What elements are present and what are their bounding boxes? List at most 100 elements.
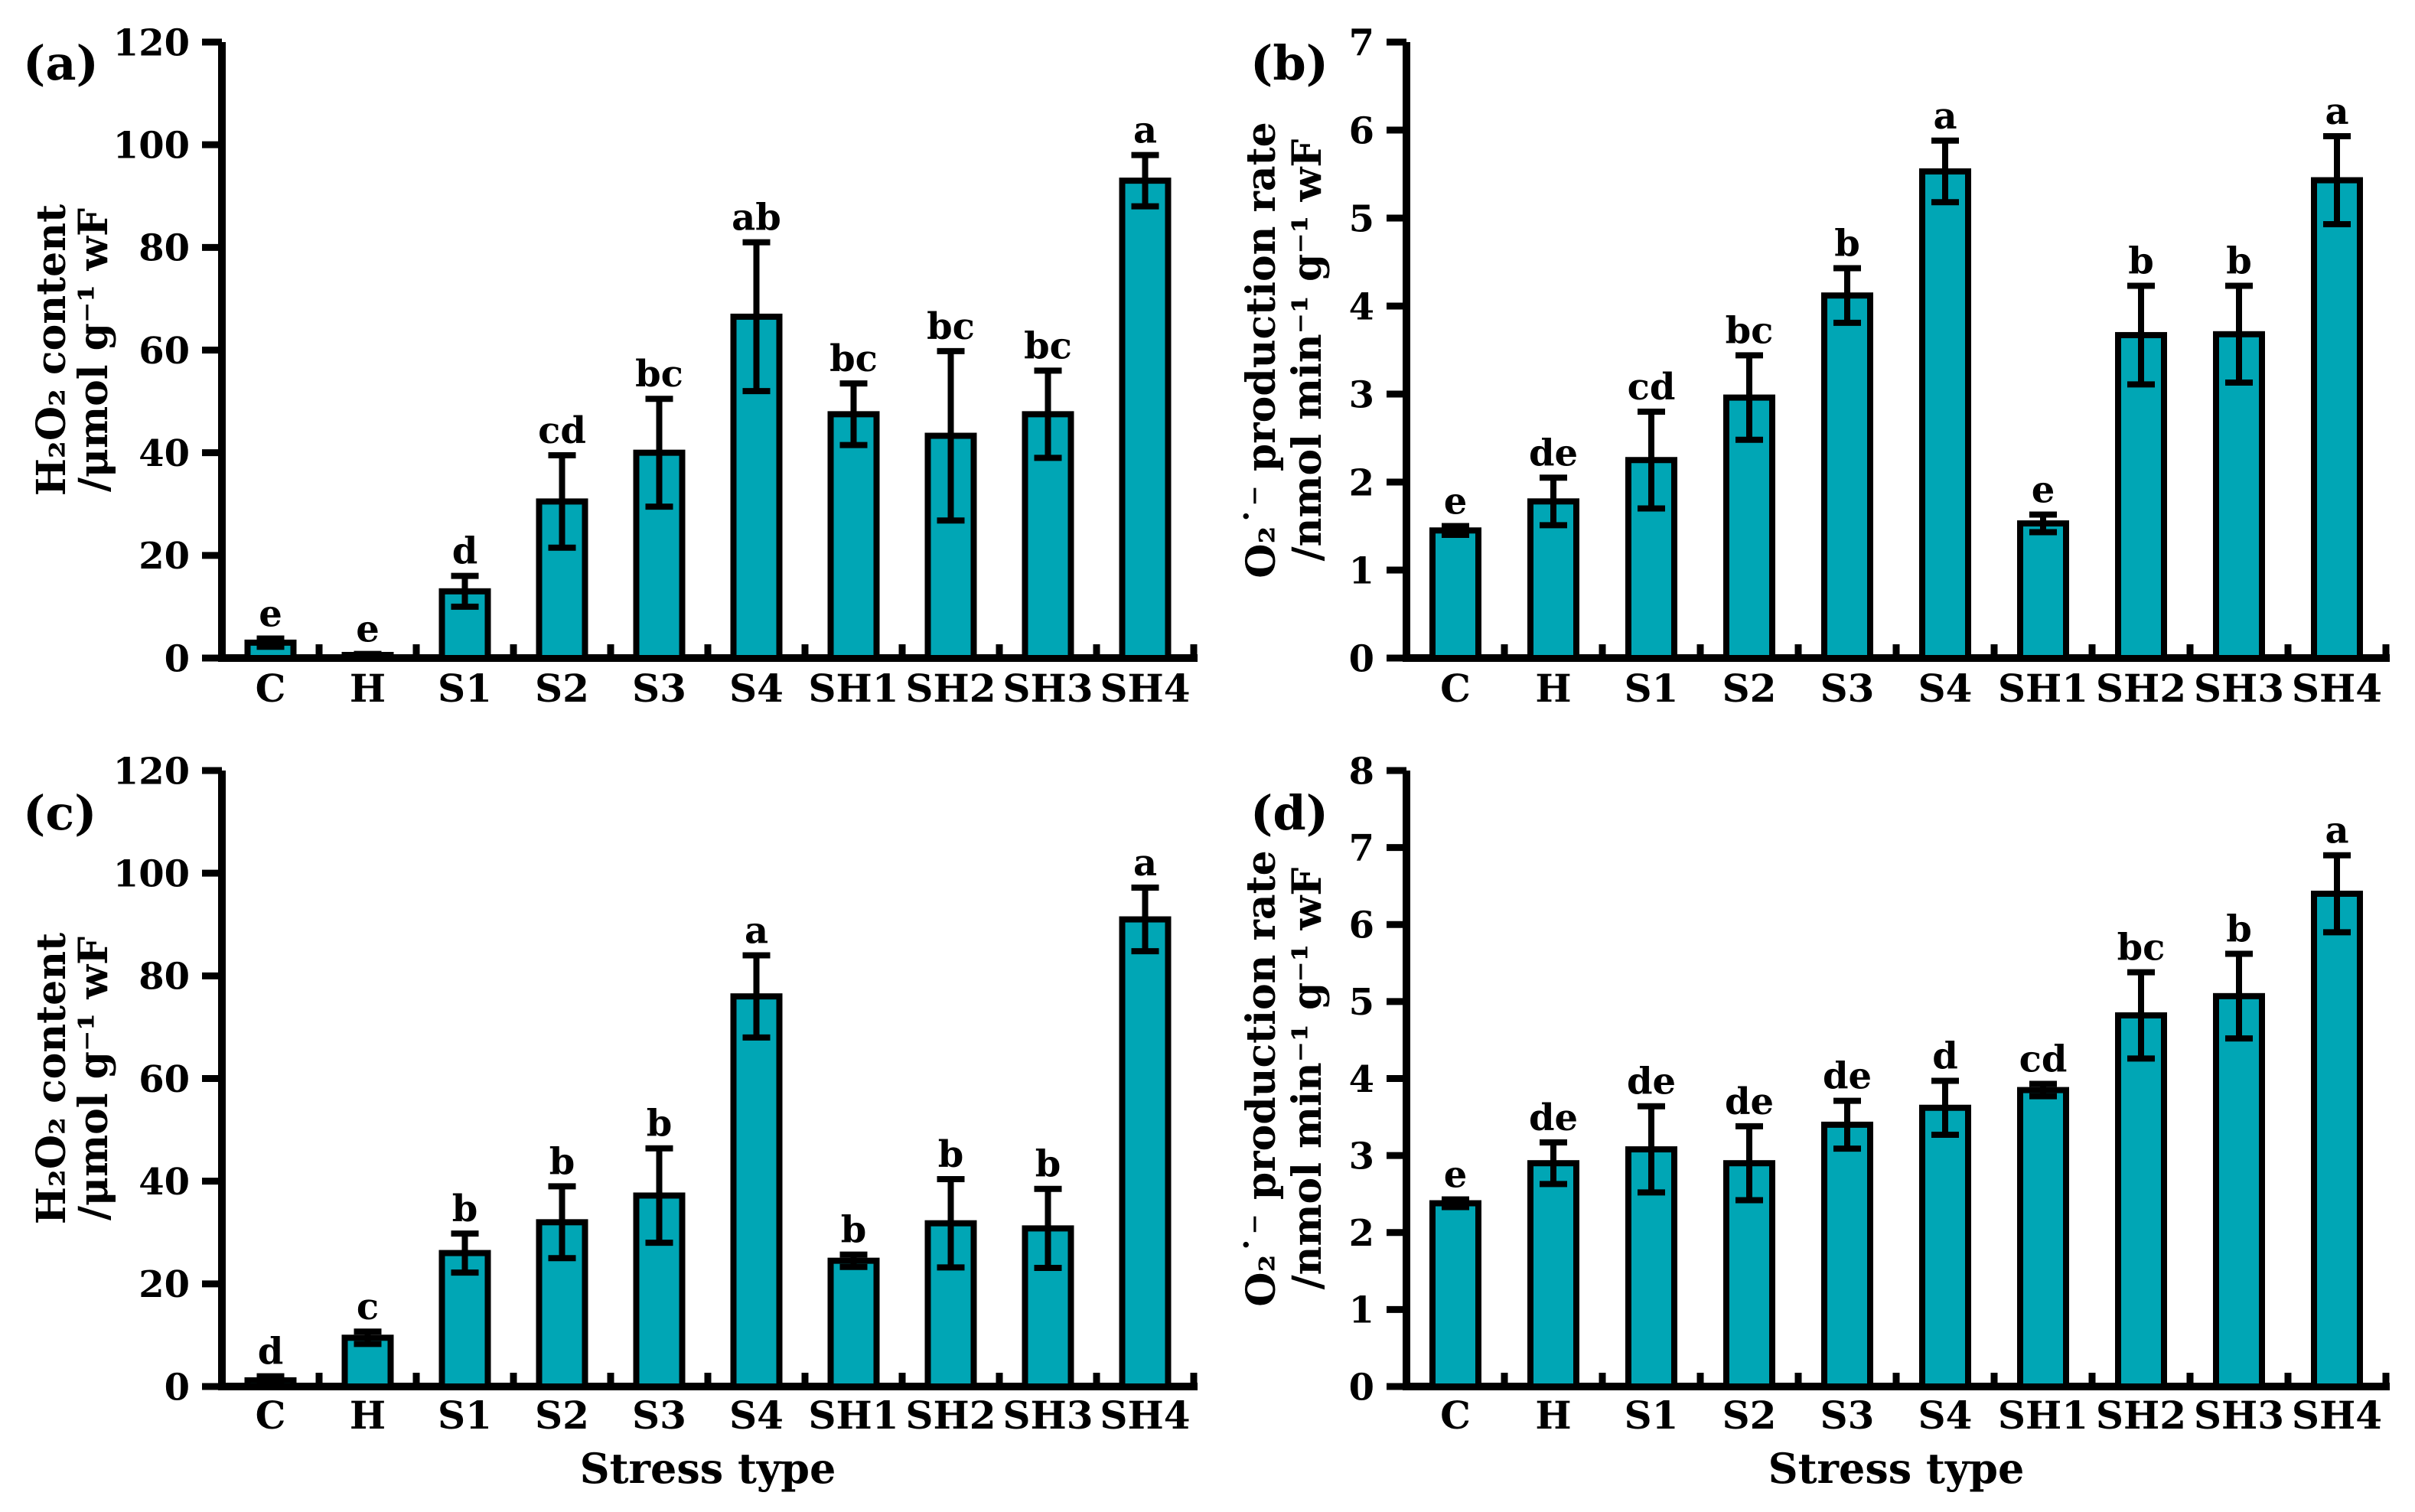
category-label: S3 [1820,1393,1875,1438]
category-label: SH2 [905,1393,996,1438]
sig-letter: e [259,593,282,636]
category-label: SH2 [2096,666,2186,711]
y-tick-label: 80 [139,956,190,999]
panel-label: (d) [1250,785,1328,841]
category-label: SH2 [2096,1393,2186,1438]
category-label: C [256,666,286,711]
sig-letter: b [938,1133,964,1176]
category-label: S2 [1722,1393,1777,1438]
y-tick-label: 8 [1349,756,1374,793]
category-label: S1 [1625,1393,1679,1438]
sig-letter: bc [1726,309,1774,352]
y-axis-label-line1: H₂O₂ content [28,204,75,496]
category-label: SH4 [1100,666,1190,711]
y-tick-label: 120 [113,21,190,64]
category-label: SH1 [1998,1393,2088,1438]
y-tick-label: 5 [1349,981,1374,1024]
sig-letter: bc [635,353,683,396]
y-tick-label: 0 [1349,1366,1374,1409]
y-tick-label: 20 [139,1263,190,1306]
sig-letter: a [1133,109,1157,152]
sig-letter: b [2226,908,2252,950]
sig-letter: e [356,608,380,651]
category-label: H [1535,666,1571,711]
y-tick-label: 40 [139,432,190,475]
sig-letter: d [1932,1035,1958,1078]
bar [1429,527,1481,661]
sig-letter: b [647,1103,673,1145]
category-label: S2 [535,1393,589,1438]
y-tick-label: 3 [1349,1135,1374,1178]
sig-letter: d [258,1331,284,1374]
category-label: S3 [632,1393,686,1438]
y-tick-label: 1 [1349,549,1374,592]
sig-letter: b [2128,240,2154,283]
y-tick-label: 20 [139,535,190,578]
y-tick-label: 1 [1349,1289,1374,1332]
y-tick-label: 100 [113,124,190,167]
sig-letter: a [745,910,768,953]
panel-d-chart: (d) 0 1 2 3 4 5 6 7 8 e Cde Hde S1 de S2 de S3 d S4 cd SH1 bc S… [1238,756,2390,1493]
category-label: H [1535,1393,1571,1438]
sig-letter: d [452,530,478,573]
y-axis-label-line2: /nmol min⁻¹ g⁻¹ wF [1284,139,1331,562]
bar [1625,457,1677,661]
panel-label: (a) [23,35,99,91]
category-label: C [1440,1393,1471,1438]
sig-letter: ab [732,197,781,240]
sig-letter: c [357,1286,379,1328]
bar [2213,992,2265,1390]
y-tick-label: 6 [1349,109,1374,152]
bar [827,411,880,662]
sig-letter: e [2032,469,2055,512]
category-label: S2 [535,666,589,711]
sig-letter: a [1133,842,1157,885]
sig-letter: de [1529,432,1578,474]
bar [730,993,783,1390]
y-tick-label: 4 [1349,285,1374,328]
sig-letter: a [1933,95,1957,138]
sig-letter: b [1834,223,1860,266]
category-label: SH1 [1998,666,2088,711]
panel-label: (b) [1250,35,1328,91]
y-axis-label-line2: /nmol min⁻¹ g⁻¹ wF [1284,868,1331,1290]
category-label: S3 [1820,666,1875,711]
category-label: H [350,666,386,711]
sig-letter: b [841,1209,867,1252]
y-axis-label-line2: /μmol g⁻¹ wF [70,937,117,1220]
category-label: SH2 [905,666,996,711]
sig-letter: bc [927,305,975,348]
sig-letter: b [549,1140,575,1183]
bar [1919,1104,1971,1390]
category-label: C [256,1393,286,1438]
sig-letter: bc [829,337,878,380]
bar [1527,1160,1579,1390]
y-tick-label: 4 [1349,1058,1374,1101]
panel-b-chart: (b) 0 1 2 3 4 5 6 7 e Cde Hcd S1 bc S2 b S3 a S4 e SH1 b SH2 b S… [1238,21,2390,711]
sig-letter: a [2325,90,2348,133]
x-axis-label: Stress type [1768,1444,2025,1493]
bar [1723,1160,1775,1390]
category-label: S1 [438,1393,492,1438]
bar [1919,168,1971,662]
category-label: SH3 [1002,1393,1093,1438]
panel-c-chart: (c) 0 20 40 60 80 100 120 dCc Hb S1 b S2 b S3 a S4 b SH1 b S… [23,756,1198,1493]
panel-a-chart: (a)020406080100120eCeHdS1cdS2bcS3abS4bcS… [23,21,1198,711]
y-axis-label-line1: O₂˙⁻ production rate [1238,850,1285,1306]
y-tick-label: 7 [1349,21,1374,64]
sig-letter: de [1823,1055,1872,1098]
x-axis-label: Stress type [580,1444,836,1493]
y-tick-label: 3 [1349,373,1374,416]
bar [2115,1012,2167,1390]
y-tick-label: 100 [113,852,190,895]
category-label: SH3 [1002,666,1093,711]
category-label: S3 [632,666,686,711]
y-axis-label-line1: H₂O₂ content [28,933,75,1224]
category-label: S1 [438,666,492,711]
category-label: S4 [729,666,784,711]
y-axis-label-line1: O₂˙⁻ production rate [1238,122,1285,578]
